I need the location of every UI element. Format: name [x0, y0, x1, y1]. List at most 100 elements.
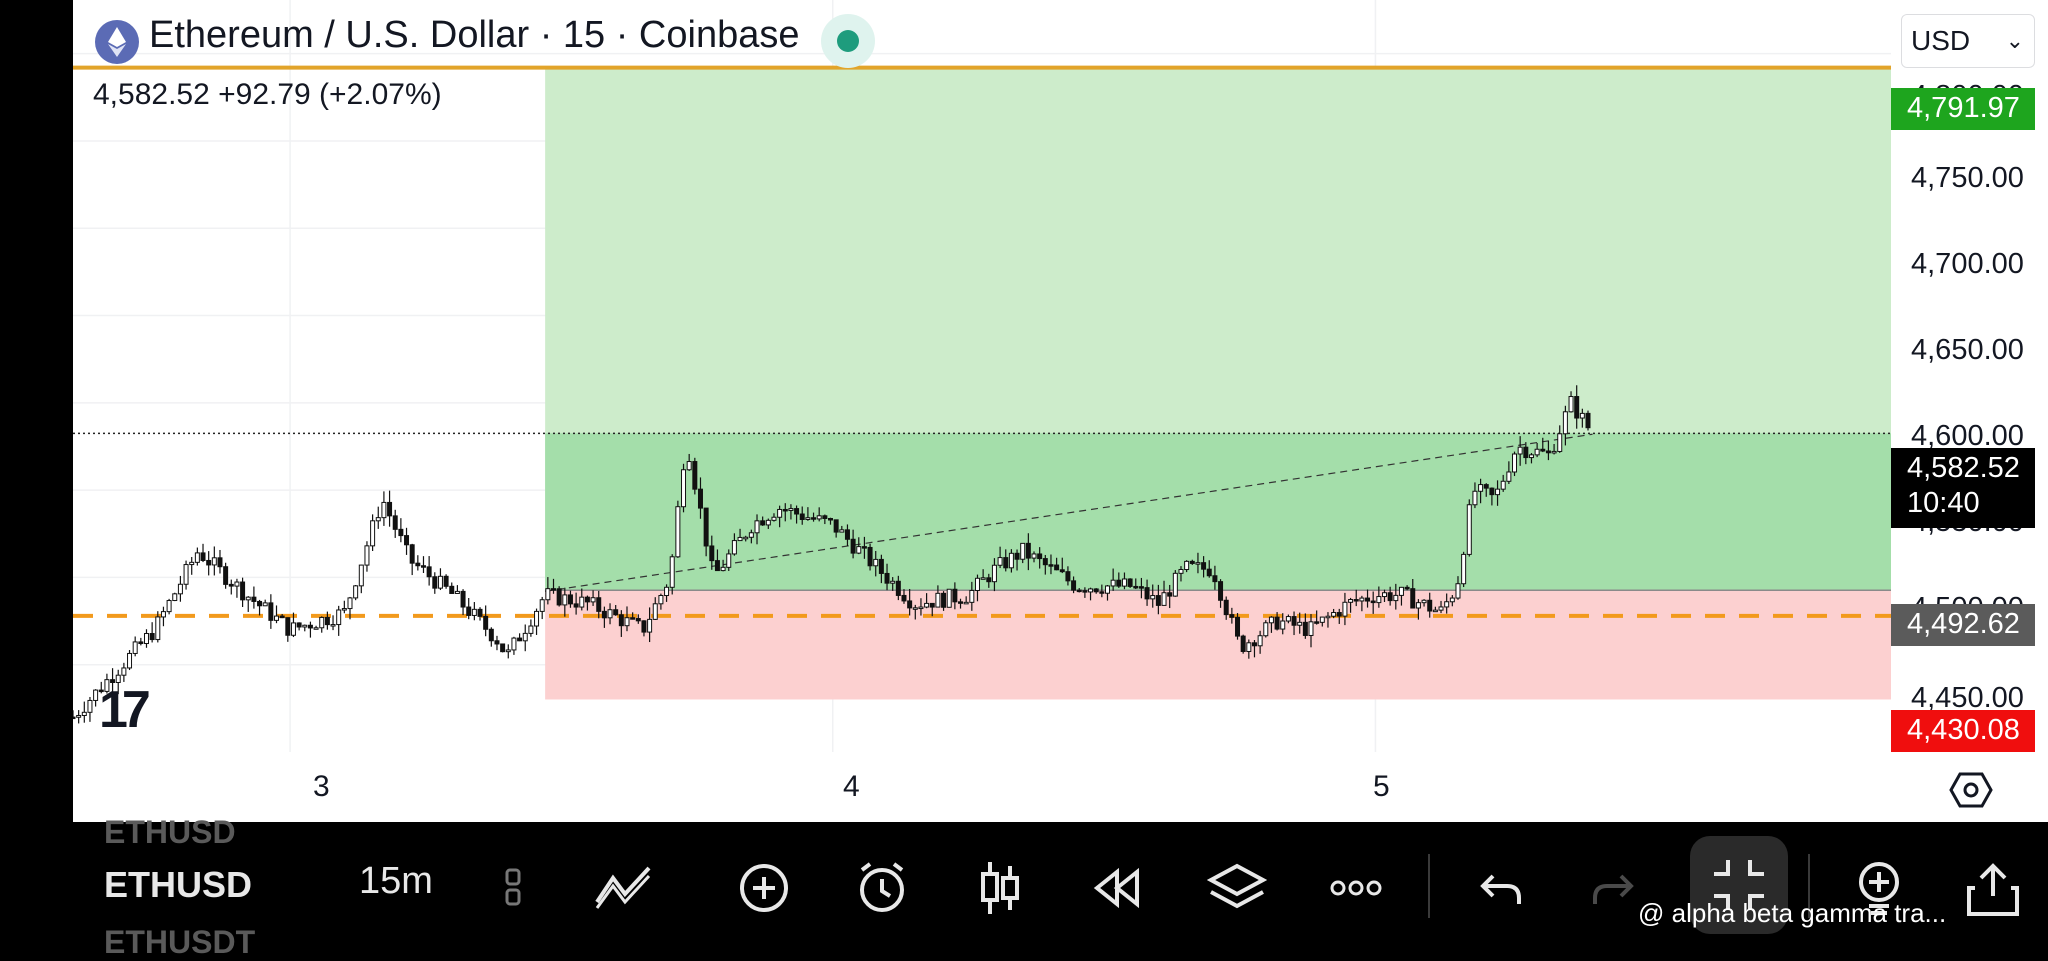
candle — [1133, 578, 1139, 590]
candle — [1585, 410, 1591, 431]
watermark-text: @ alpha beta gamma tra... — [1638, 898, 1947, 928]
chart-settings-icon[interactable] — [1949, 772, 1993, 808]
candle — [471, 602, 477, 621]
candle — [1415, 599, 1421, 620]
candle — [1404, 585, 1410, 591]
candle — [426, 556, 432, 586]
candle — [771, 513, 777, 522]
redo-icon[interactable] — [1585, 858, 1645, 918]
candle — [138, 637, 144, 646]
candle — [1302, 613, 1308, 639]
interval-button[interactable]: 15m — [359, 860, 433, 902]
candle — [517, 633, 523, 642]
trend-line[interactable] — [545, 433, 1593, 592]
price-chart[interactable] — [73, 0, 2048, 822]
candle — [895, 575, 901, 601]
candle — [432, 572, 438, 594]
candle — [963, 596, 969, 605]
candle — [420, 556, 426, 573]
candle — [590, 590, 596, 606]
candle — [511, 636, 517, 655]
candle — [1336, 608, 1342, 624]
candle — [805, 507, 811, 521]
candle — [958, 598, 964, 609]
more-icon[interactable] — [1326, 858, 1386, 918]
candle — [1568, 391, 1574, 413]
candle — [336, 605, 342, 636]
candle — [539, 596, 545, 620]
candle — [240, 577, 246, 607]
candle — [850, 529, 856, 559]
replay-icon[interactable] — [1089, 858, 1149, 918]
candle — [1172, 570, 1178, 597]
candle — [924, 593, 930, 609]
add-alert-icon[interactable] — [1849, 858, 1909, 918]
entry-price-tag[interactable]: 4,492.62 — [1891, 604, 2035, 646]
candle — [1444, 593, 1450, 614]
candle — [946, 588, 952, 608]
candle — [658, 593, 664, 610]
drawing-tools-icon[interactable] — [593, 858, 653, 918]
candle — [1285, 614, 1291, 624]
candle — [1353, 589, 1359, 607]
candle — [1291, 611, 1297, 636]
candle — [1189, 559, 1195, 565]
symbol-title[interactable]: Ethereum / U.S. Dollar · 15 · Coinbase — [149, 14, 800, 56]
candle — [206, 551, 212, 576]
target-price-tag[interactable]: 4,791.97 — [1891, 88, 2035, 130]
candle — [562, 587, 568, 617]
candle — [1308, 614, 1314, 648]
candle — [81, 701, 87, 723]
candle — [584, 595, 590, 611]
price-axis-label: 4,750.00 — [1911, 162, 2024, 194]
symbol-prev[interactable]: ETHUSD — [104, 814, 236, 850]
candle — [1065, 566, 1071, 586]
candle — [415, 555, 421, 571]
symbol-next[interactable]: ETHUSDT — [104, 924, 256, 960]
loss-zone[interactable] — [545, 590, 1891, 700]
candle — [1054, 557, 1060, 571]
candle — [110, 668, 116, 695]
symbol-picker[interactable]: ETHUSD — [104, 864, 253, 905]
undo-icon[interactable] — [1469, 858, 1529, 918]
candle — [262, 599, 268, 607]
candle — [466, 597, 472, 620]
candle — [607, 603, 613, 625]
candle — [460, 589, 466, 616]
candle — [720, 559, 726, 572]
time-axis-label: 5 — [1373, 770, 1390, 803]
layers-icon[interactable] — [1206, 858, 1268, 918]
candle — [969, 581, 975, 611]
price-change: 4,582.52 +92.79 (+2.07%) — [93, 78, 442, 111]
candle — [1212, 565, 1218, 590]
candle — [686, 453, 692, 471]
candle — [1551, 443, 1557, 455]
exit-fullscreen-button[interactable] — [1690, 836, 1788, 934]
candle — [1438, 600, 1444, 614]
candle — [172, 592, 178, 602]
candle — [912, 604, 918, 620]
indicators-icon[interactable] — [970, 858, 1030, 918]
chart-panel[interactable]: Ethereum / U.S. Dollar · 15 · Coinbase 4… — [73, 0, 2048, 822]
chart-type-icon[interactable] — [501, 858, 525, 918]
alarm-icon[interactable] — [852, 858, 912, 918]
candle — [630, 612, 636, 620]
candle — [1155, 584, 1161, 615]
candle — [1201, 556, 1207, 578]
stop-price-tag[interactable]: 4,430.08 — [1891, 710, 2035, 752]
collapse-icon — [1714, 860, 1764, 910]
candle — [573, 592, 579, 615]
candle — [596, 590, 602, 619]
currency-select[interactable]: USD ⌄ — [1901, 14, 2035, 68]
add-icon[interactable] — [734, 858, 794, 918]
candle — [731, 533, 737, 556]
candle — [777, 505, 783, 528]
share-icon[interactable] — [1961, 858, 2021, 918]
candle — [1387, 586, 1393, 606]
candle — [567, 590, 573, 608]
candle — [1121, 572, 1127, 590]
candle — [1150, 584, 1156, 608]
candle — [1127, 578, 1133, 588]
candle — [1059, 557, 1065, 574]
market-status-icon[interactable] — [821, 14, 875, 68]
